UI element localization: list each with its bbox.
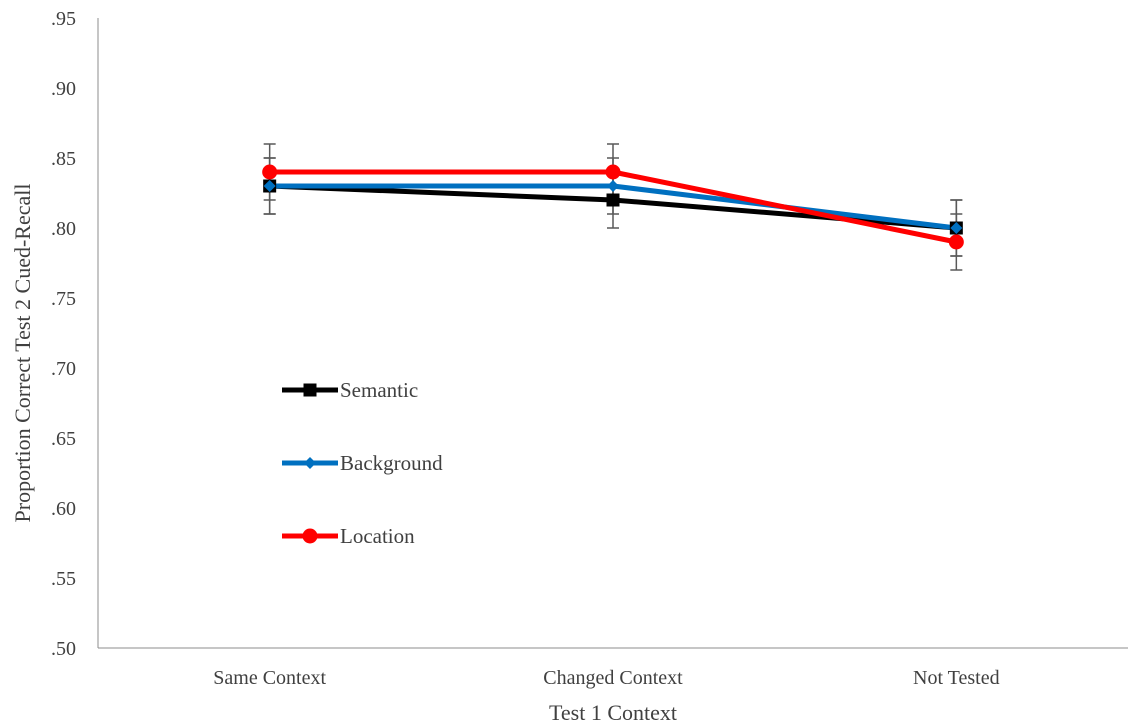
y-axis-title: Proportion Correct Test 2 Cued-Recall <box>10 184 35 523</box>
y-tick-label: .60 <box>51 498 76 520</box>
y-tick-label: .85 <box>51 148 76 170</box>
y-tick-label: .75 <box>51 288 76 310</box>
axes <box>97 18 1128 649</box>
y-tick-label: .55 <box>51 568 76 590</box>
x-tick-label: Changed Context <box>543 667 683 689</box>
data-point-location <box>262 164 278 180</box>
legend-item-location: Location <box>282 524 415 548</box>
series-markers <box>262 164 964 250</box>
legend-swatch-marker <box>303 383 317 397</box>
y-tick-label: .50 <box>51 638 76 660</box>
legend-swatch-marker <box>302 528 318 544</box>
data-point-background <box>607 180 619 192</box>
data-point-location <box>948 234 964 250</box>
legend-label: Semantic <box>340 378 418 402</box>
data-point-background <box>263 180 276 192</box>
data-point-background <box>950 222 963 234</box>
data-point-location <box>605 164 621 180</box>
legend: Semantic Background Location <box>282 378 443 548</box>
legend-swatch-marker <box>304 457 316 469</box>
y-tick-labels: .50 .55 .60 .65 .70 .75 .80 .85 .90 .95 <box>51 8 76 660</box>
legend-label: Location <box>340 524 415 548</box>
x-tick-labels: Same Context Changed Context Not Tested <box>213 667 999 689</box>
data-point-semantic <box>606 193 620 207</box>
y-tick-label: .70 <box>51 358 76 380</box>
y-tick-label: .80 <box>51 218 76 240</box>
y-tick-label: .65 <box>51 428 76 450</box>
error-bars <box>263 143 963 271</box>
y-tick-label: .95 <box>51 8 76 30</box>
x-axis-title: Test 1 Context <box>549 700 677 725</box>
legend-item-background: Background <box>282 451 443 475</box>
y-tick-label: .90 <box>51 78 76 100</box>
x-tick-label: Not Tested <box>913 667 1000 689</box>
legend-item-semantic: Semantic <box>282 378 418 402</box>
x-tick-label: Same Context <box>213 667 326 689</box>
legend-label: Background <box>340 451 443 475</box>
